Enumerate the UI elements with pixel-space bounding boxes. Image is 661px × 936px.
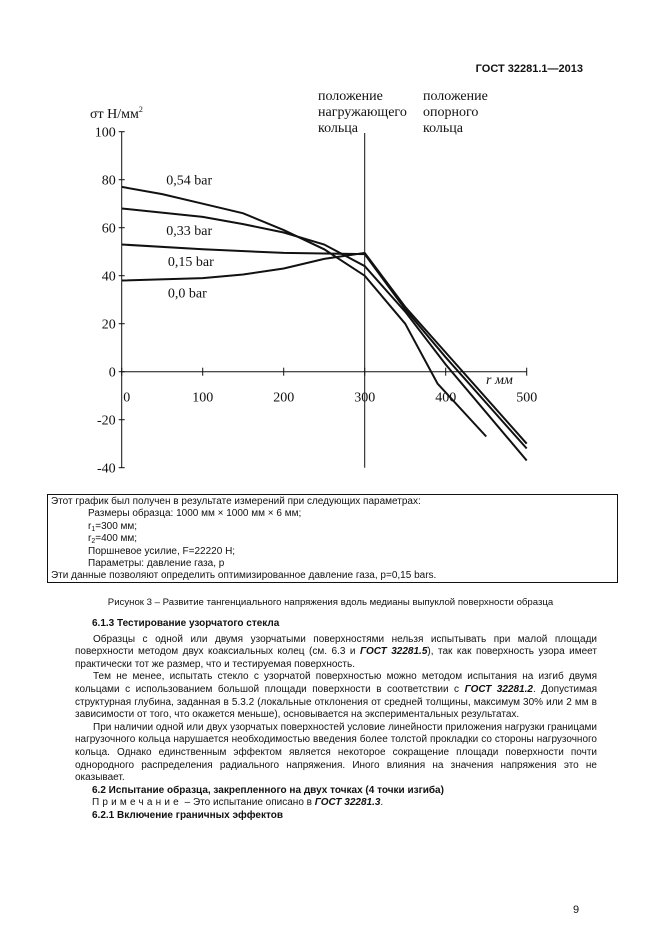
figure-caption: Рисунок 3 – Развитие тангенциального нап…	[107, 597, 554, 608]
annotation-line: опорного	[423, 105, 478, 120]
box-force: Поршневое усилие, F=22220 Н;	[88, 545, 236, 557]
box-conclusion: Эти данные позволяют определить оптимизи…	[51, 570, 437, 582]
y-tick-label: 60	[102, 222, 116, 237]
series-line	[121, 185, 487, 438]
box-r1: r1=300 мм;	[51, 521, 614, 533]
note-label: Примечание	[92, 797, 182, 809]
page-number: 9	[573, 904, 580, 916]
box-params: Параметры: давление газа, p	[88, 558, 225, 570]
y-tick-label: 100	[95, 126, 116, 141]
y-tick-label: 20	[102, 318, 116, 333]
note: Примечание – Это испытание описано в ГОС…	[75, 797, 597, 810]
x-tick-label: 0	[123, 391, 130, 406]
p2-text: Тем не менее, испытать стекло с узорчато…	[75, 671, 597, 695]
y-tick-label: -40	[97, 462, 116, 477]
annotation-line: положение	[423, 89, 488, 104]
series-label: 0,0 bar	[168, 286, 207, 301]
x-tick-label: 200	[273, 391, 294, 406]
superscript: 2	[139, 105, 143, 114]
x-tick-label: 400	[435, 391, 456, 406]
y-tick-label: -20	[97, 414, 116, 429]
paragraph-1: Образцы с одной или двумя узорчатыми пов…	[75, 634, 597, 672]
p1-text-end: ), так как поверхность узора имеет практ…	[75, 646, 597, 670]
p1-reference: ГОСТ 32281.5	[360, 646, 428, 658]
box-intro: Этот график был получен в результате изм…	[51, 496, 421, 507]
series-line	[121, 251, 528, 445]
note-text-end: .	[380, 797, 384, 809]
r2-subscript: 2	[91, 538, 96, 546]
body-text: 6.1.3 Тестирование узорчатого стекла Обр…	[75, 618, 597, 823]
series-line	[121, 243, 528, 450]
note-text: – Это испытание описано в	[181, 797, 315, 809]
x-tick-label: 100	[192, 391, 213, 406]
section-62-title: 6.2 Испытание образца, закрепленного на …	[92, 784, 444, 796]
annotation-line: положение	[318, 89, 383, 104]
box-r2: r2=400 мм;	[51, 533, 614, 545]
r1-value: =300 мм;	[95, 520, 138, 532]
series-label: 0,15 bar	[168, 255, 214, 270]
x-tick-label: 500	[516, 391, 537, 406]
x-axis-label: r мм	[486, 373, 513, 388]
x-tick-label: 300	[354, 391, 375, 406]
p2-reference: ГОСТ 32281.2	[464, 683, 533, 695]
series-line	[121, 207, 528, 462]
y-axis-label: σт Н/мм2	[90, 105, 143, 122]
p2-text-end: . Допустимая структурная глубина, заданн…	[75, 683, 597, 721]
note-reference: ГОСТ 32281.3	[314, 797, 381, 809]
box-size: Размеры образца: 1000 мм × 1000 мм × 6 м…	[88, 508, 302, 520]
r1-subscript: 1	[91, 525, 96, 533]
section-621-title: 6.2.1 Включение граничных эффектов	[92, 809, 284, 821]
paragraph-3: При наличии одной или двух узорчатых пов…	[75, 721, 597, 784]
measurement-parameters-box: Этот график был получен в результате изм…	[47, 494, 618, 583]
annotation-line: нагружающего	[318, 105, 407, 120]
paragraph-2: Тем не менее, испытать стекло с узорчато…	[75, 671, 597, 721]
annotation-line: кольца	[318, 121, 359, 136]
p1-text: Образцы с одной или двумя узорчатыми пов…	[75, 633, 597, 658]
series-label: 0,54 bar	[166, 174, 212, 189]
y-tick-label: 0	[109, 366, 116, 381]
document-id-header: ГОСТ 32281.1—2013	[475, 63, 583, 75]
series-label: 0,33 bar	[166, 224, 212, 239]
annotation-line: кольца	[423, 121, 464, 136]
y-tick-label: 80	[102, 174, 116, 189]
y-tick-label: 40	[102, 270, 116, 285]
r2-value: =400 мм;	[95, 533, 138, 545]
r1-symbol: r	[88, 520, 92, 532]
r2-symbol: r	[88, 533, 92, 545]
section-613-title: 6.1.3 Тестирование узорчатого стекла	[92, 618, 280, 629]
